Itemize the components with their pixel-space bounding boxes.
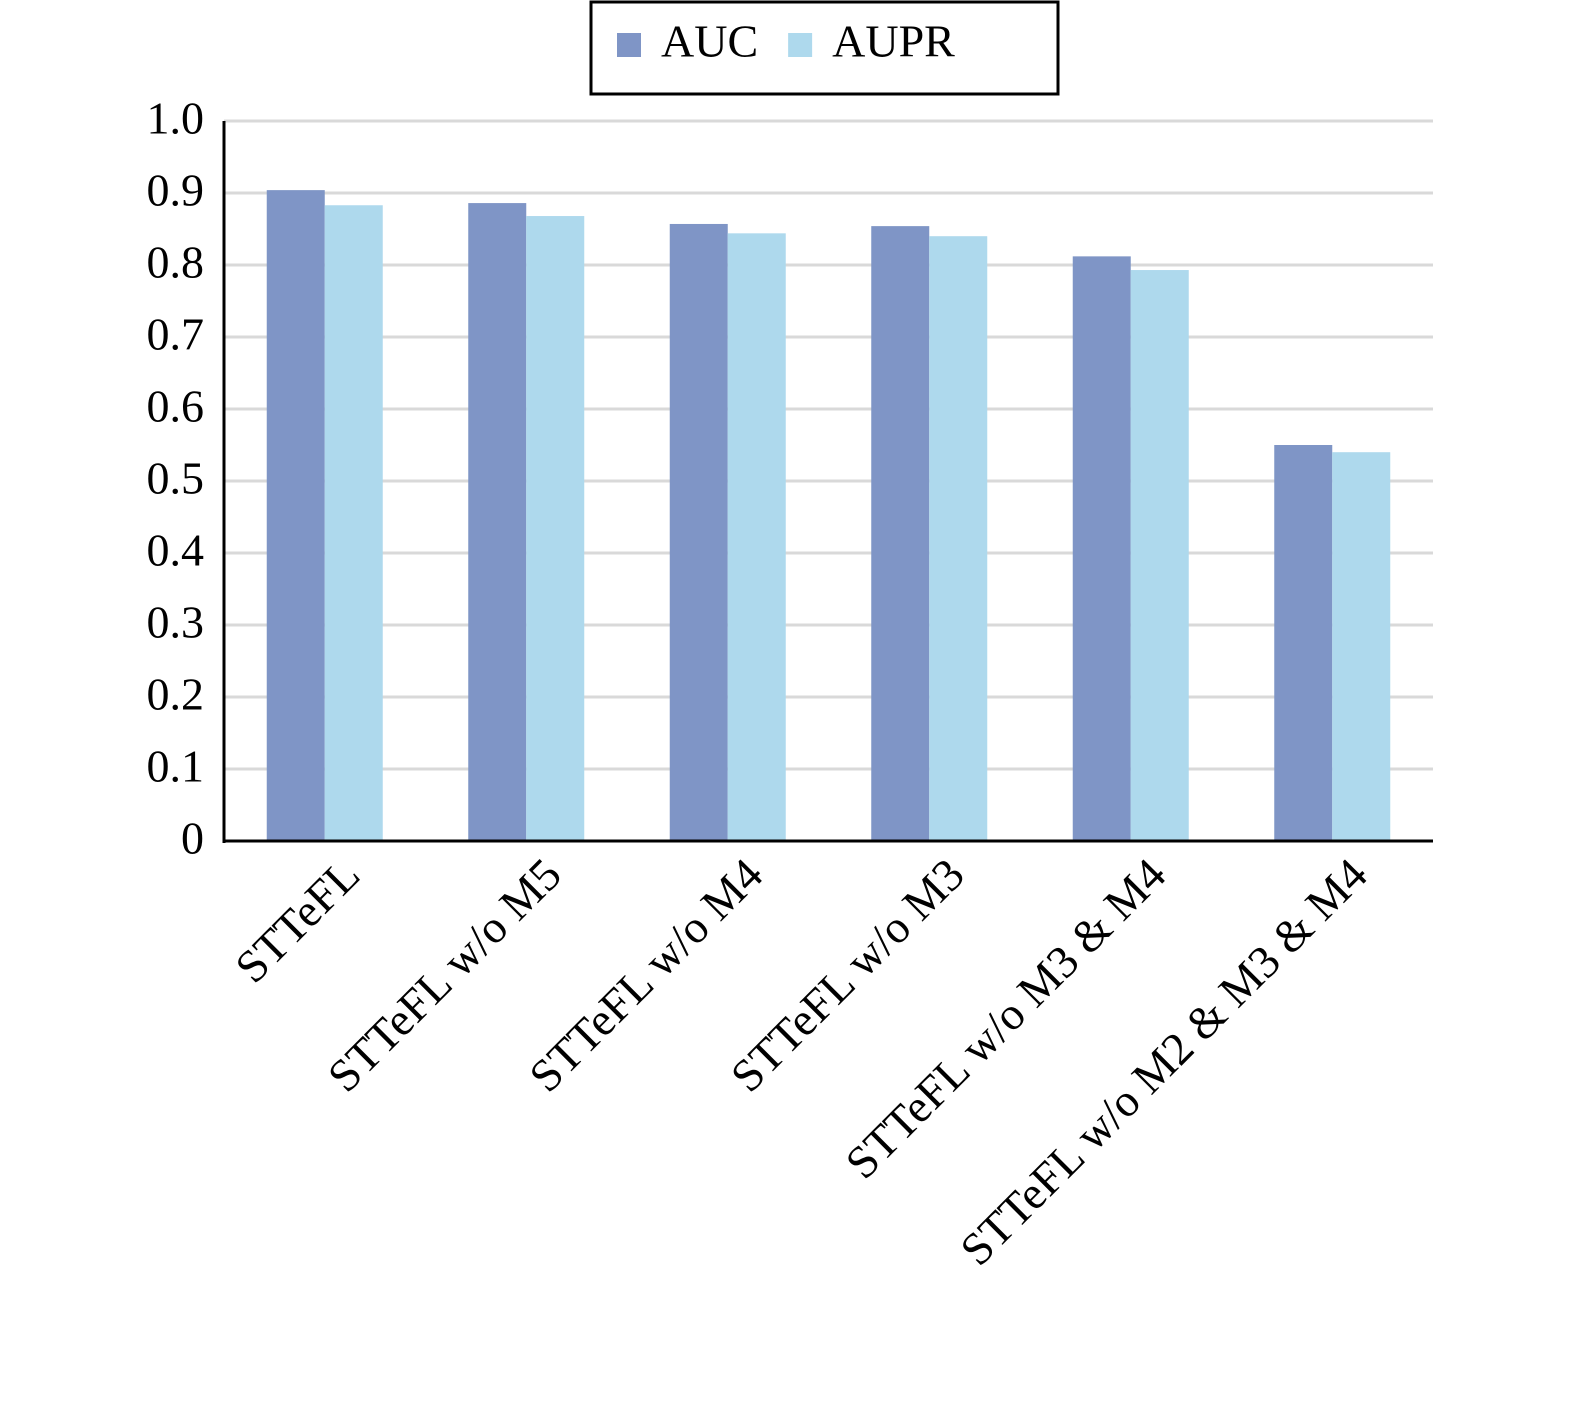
bar bbox=[669, 223, 728, 841]
bar bbox=[468, 203, 527, 841]
bar bbox=[727, 233, 786, 841]
bar bbox=[1332, 452, 1391, 841]
y-tick-label: 0.3 bbox=[147, 597, 205, 648]
y-tick-label: 0.8 bbox=[147, 237, 205, 288]
bar bbox=[324, 205, 383, 842]
bar bbox=[526, 216, 585, 842]
y-tick-label: 0.9 bbox=[147, 165, 205, 216]
bar bbox=[1072, 256, 1131, 841]
y-tick-label: 0.6 bbox=[147, 381, 205, 432]
bar bbox=[1130, 270, 1189, 841]
y-tick-label: 0.1 bbox=[147, 741, 205, 792]
legend-label: AUPR bbox=[832, 16, 955, 67]
y-tick-label: 0.4 bbox=[147, 525, 205, 576]
bar bbox=[871, 226, 930, 841]
x-tick-label: STTeFL bbox=[225, 848, 369, 992]
legend-label: AUC bbox=[661, 16, 758, 67]
y-tick-label: 0.5 bbox=[147, 453, 205, 504]
y-tick-label: 0 bbox=[181, 813, 204, 864]
y-tick-label: 0.2 bbox=[147, 669, 205, 720]
bar bbox=[266, 190, 325, 841]
y-tick-label: 1.0 bbox=[147, 93, 205, 144]
bar bbox=[929, 236, 988, 841]
y-tick-label: 0.7 bbox=[147, 309, 205, 360]
bar bbox=[1274, 445, 1333, 841]
legend-box bbox=[589, 0, 1060, 96]
legend-swatch bbox=[617, 33, 641, 57]
x-tick-label: STTeFL w/o M2 & M3 & M4 bbox=[950, 848, 1377, 1275]
legend-swatch bbox=[788, 33, 813, 57]
